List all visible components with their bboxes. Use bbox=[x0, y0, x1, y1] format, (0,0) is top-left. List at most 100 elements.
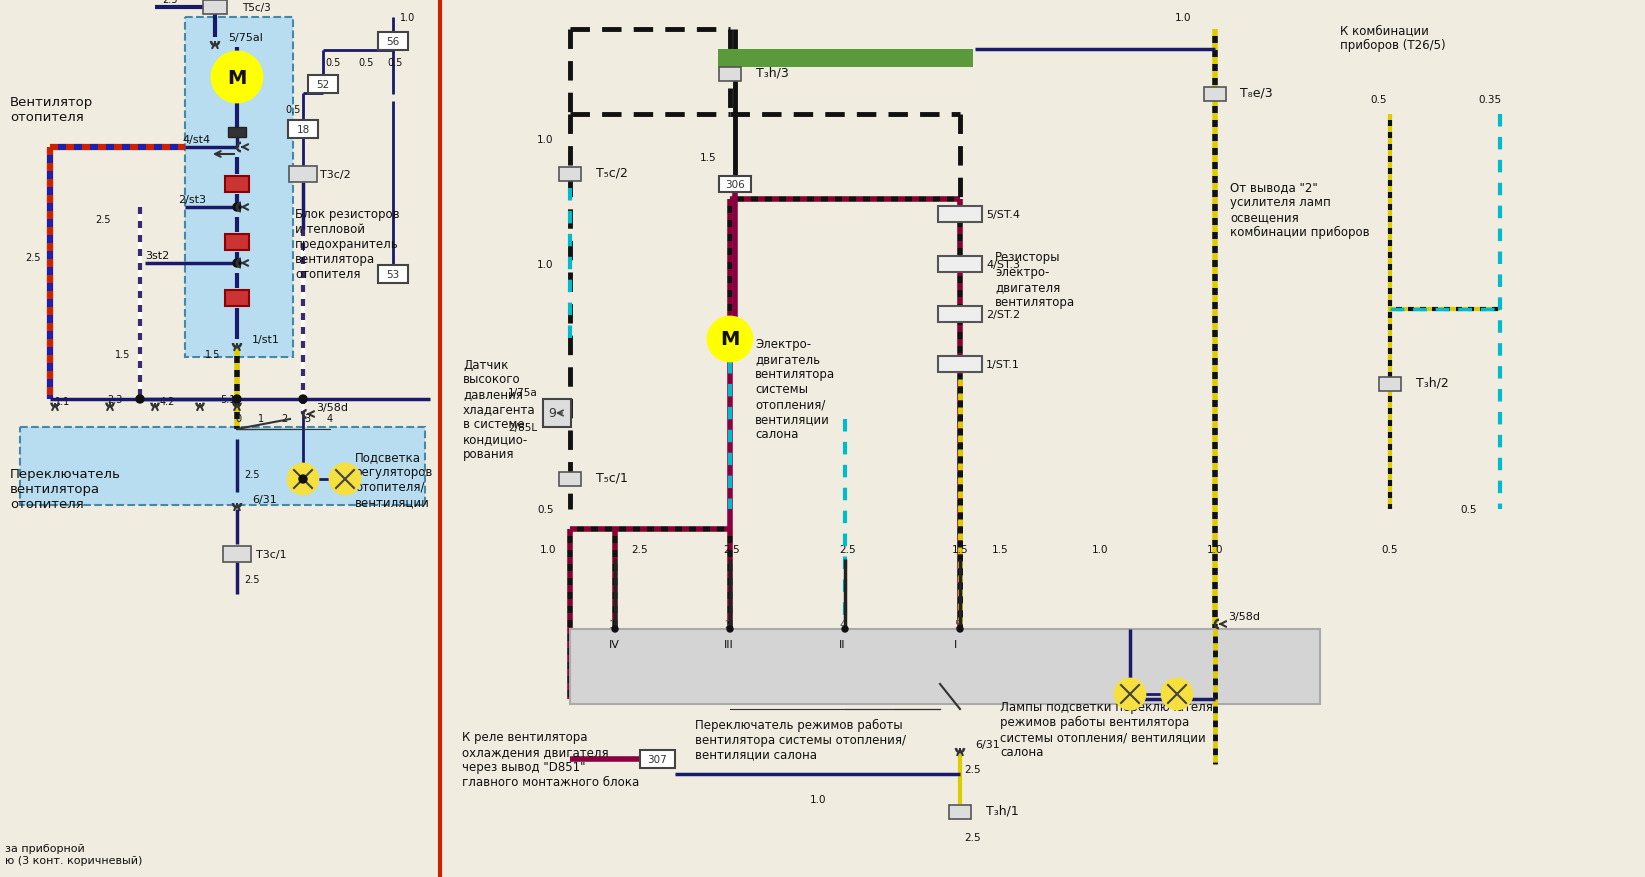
Text: Подсветка
регуляторов
отопителя/
вентиляции: Подсветка регуляторов отопителя/ вентиля… bbox=[355, 451, 433, 509]
Circle shape bbox=[299, 475, 308, 483]
Text: 2.5: 2.5 bbox=[839, 545, 857, 554]
Bar bbox=[719, 68, 740, 82]
Text: 2/st3: 2/st3 bbox=[178, 195, 206, 204]
Circle shape bbox=[842, 626, 849, 632]
Text: 6/31: 6/31 bbox=[252, 495, 276, 504]
Circle shape bbox=[1115, 679, 1145, 709]
Text: Вентилятор
отопителя: Вентилятор отопителя bbox=[10, 96, 94, 124]
Circle shape bbox=[234, 260, 242, 267]
Text: 2.5: 2.5 bbox=[632, 545, 648, 554]
Bar bbox=[20, 427, 424, 505]
Text: 56: 56 bbox=[387, 37, 400, 47]
Text: 4.2: 4.2 bbox=[160, 396, 176, 407]
Text: II: II bbox=[839, 639, 846, 649]
Text: 2.3: 2.3 bbox=[107, 395, 122, 404]
Text: К комбинации
приборов (Т26/5): К комбинации приборов (Т26/5) bbox=[1341, 24, 1446, 52]
Bar bbox=[225, 235, 248, 251]
Bar bbox=[184, 18, 293, 358]
Circle shape bbox=[707, 317, 752, 361]
Bar bbox=[559, 473, 581, 487]
Circle shape bbox=[234, 203, 242, 211]
Text: 2.5: 2.5 bbox=[243, 469, 260, 480]
Text: 306: 306 bbox=[725, 180, 745, 189]
Text: 1/ST.1: 1/ST.1 bbox=[985, 360, 1020, 369]
Bar bbox=[378, 33, 408, 51]
Bar bbox=[202, 1, 227, 15]
Text: 1.5: 1.5 bbox=[952, 545, 969, 554]
Bar bbox=[571, 630, 1319, 704]
Text: 1.0: 1.0 bbox=[400, 13, 415, 23]
Text: T5c/3: T5c/3 bbox=[242, 3, 271, 13]
Circle shape bbox=[299, 396, 308, 403]
Text: T₃h/1: T₃h/1 bbox=[985, 803, 1018, 816]
Text: Переключатель режимов работы
вентилятора системы отопления/
вентиляции салона: Переключатель режимов работы вентилятора… bbox=[694, 717, 906, 760]
Text: 1.5: 1.5 bbox=[701, 153, 717, 163]
Bar bbox=[949, 805, 971, 819]
Text: III: III bbox=[724, 639, 734, 649]
Text: 2.5: 2.5 bbox=[724, 545, 740, 554]
Text: 1.0: 1.0 bbox=[1207, 545, 1224, 554]
Text: 3: 3 bbox=[304, 414, 309, 424]
Text: 4: 4 bbox=[327, 414, 332, 424]
Circle shape bbox=[212, 53, 262, 103]
Text: M: M bbox=[227, 68, 247, 88]
Text: 9: 9 bbox=[548, 407, 556, 420]
Circle shape bbox=[727, 626, 734, 632]
Text: за приборной
ю (3 конт. коричневый): за приборной ю (3 конт. коричневый) bbox=[5, 844, 143, 865]
Text: 2/85L: 2/85L bbox=[508, 423, 538, 432]
Text: 1/st1: 1/st1 bbox=[252, 335, 280, 345]
Text: 1: 1 bbox=[609, 619, 615, 630]
Circle shape bbox=[137, 396, 145, 403]
Text: Переключатель
вентилятора
отопителя: Переключатель вентилятора отопителя bbox=[10, 468, 120, 511]
Bar bbox=[290, 167, 317, 182]
Bar bbox=[288, 121, 317, 139]
Text: T₅c/1: T₅c/1 bbox=[595, 471, 628, 484]
Text: 2.5: 2.5 bbox=[25, 253, 41, 263]
Text: 0.5: 0.5 bbox=[387, 58, 403, 68]
Text: 18: 18 bbox=[296, 125, 309, 135]
Circle shape bbox=[612, 626, 619, 632]
Text: 0.35: 0.35 bbox=[1477, 95, 1502, 105]
Text: 1/75a: 1/75a bbox=[508, 388, 538, 397]
Text: 0.5: 0.5 bbox=[326, 58, 341, 68]
Bar bbox=[225, 177, 248, 193]
Text: 0.5: 0.5 bbox=[1461, 504, 1477, 515]
Text: 1.0: 1.0 bbox=[1175, 13, 1191, 23]
Bar bbox=[938, 307, 982, 323]
Circle shape bbox=[1161, 679, 1193, 709]
Text: 307: 307 bbox=[646, 754, 666, 764]
Text: 1.5: 1.5 bbox=[992, 545, 1008, 554]
Text: 2.5: 2.5 bbox=[964, 832, 980, 842]
Text: 0.5: 0.5 bbox=[359, 58, 373, 68]
Text: T₃h/3: T₃h/3 bbox=[757, 67, 788, 80]
Text: 0.5: 0.5 bbox=[1370, 95, 1387, 105]
Text: 1.1: 1.1 bbox=[54, 396, 71, 407]
Text: IV: IV bbox=[609, 639, 620, 649]
Text: Лампы подсветки переключателя
режимов работы вентилятора
системы отопления/ вент: Лампы подсветки переключателя режимов ра… bbox=[1000, 700, 1212, 759]
Text: 1.0: 1.0 bbox=[540, 545, 556, 554]
Bar bbox=[938, 257, 982, 273]
Text: 2.5: 2.5 bbox=[95, 215, 110, 225]
Text: 5.1: 5.1 bbox=[220, 395, 235, 404]
Text: 5/ST.4: 5/ST.4 bbox=[985, 210, 1020, 220]
Text: 4: 4 bbox=[839, 619, 846, 630]
Text: 1.0: 1.0 bbox=[536, 135, 553, 145]
Bar bbox=[938, 357, 982, 373]
Text: 3st2: 3st2 bbox=[145, 251, 169, 260]
Bar bbox=[229, 128, 247, 138]
Text: 2.5: 2.5 bbox=[964, 764, 980, 774]
Text: I: I bbox=[954, 639, 957, 649]
Text: 1: 1 bbox=[258, 414, 265, 424]
Bar bbox=[559, 168, 581, 182]
Text: 0.5: 0.5 bbox=[536, 504, 553, 515]
Text: Резисторы
электро-
двигателя
вентилятора: Резисторы электро- двигателя вентилятора bbox=[995, 251, 1076, 309]
Bar bbox=[308, 76, 337, 94]
Text: 2.5: 2.5 bbox=[243, 574, 260, 584]
Text: Блок резисторов
и тепловой
предохранитель
вентилятора
отопителя: Блок резисторов и тепловой предохранител… bbox=[294, 208, 400, 282]
Text: 3/58d: 3/58d bbox=[316, 403, 349, 412]
Text: 4/st4: 4/st4 bbox=[183, 135, 211, 145]
Text: 1.0: 1.0 bbox=[809, 794, 826, 804]
Text: 1.0: 1.0 bbox=[1092, 545, 1109, 554]
Bar bbox=[1379, 378, 1402, 391]
Text: 3/58d: 3/58d bbox=[1229, 611, 1260, 621]
